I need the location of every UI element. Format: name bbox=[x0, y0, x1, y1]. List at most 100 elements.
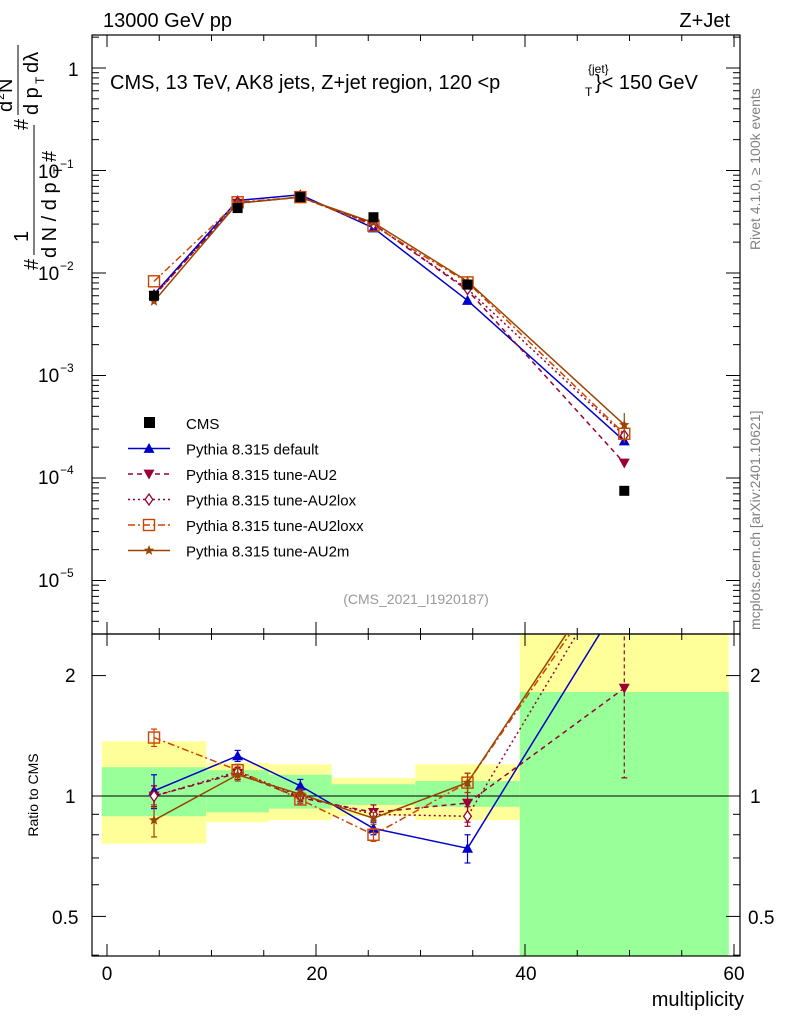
legend: CMS Pythia 8.315 default Pythia 8.315 tune… bbox=[128, 416, 364, 561]
legend-marker-1 bbox=[143, 443, 155, 453]
ratio-point-4-0 bbox=[148, 814, 160, 825]
ratio-line-3 bbox=[153, 634, 571, 836]
legend-marker-3 bbox=[144, 492, 154, 507]
ratio-point-4-1 bbox=[232, 769, 243, 780]
ratio-uncertainty-bands bbox=[92, 634, 740, 956]
ratio-point-0-1 bbox=[232, 750, 244, 761]
y-tick-1e-1: 10 bbox=[38, 162, 59, 183]
ratio-y-tick-labels: 2 1 0.5 2 1 0.5 bbox=[52, 666, 774, 929]
svg-text:T: T bbox=[33, 76, 47, 84]
ratio-point-4-2 bbox=[295, 788, 306, 799]
legend-marker-2 bbox=[143, 469, 155, 480]
ratio-point-1-4 bbox=[462, 798, 474, 809]
y-tick-1e-3: 10 bbox=[38, 366, 59, 387]
cms-point-5 bbox=[619, 485, 630, 496]
ratio-point-2-5 bbox=[620, 550, 628, 561]
svg-text:−3: −3 bbox=[60, 361, 74, 375]
x-axis-label: multiplicity bbox=[652, 989, 744, 1011]
ratio-line-2 bbox=[153, 634, 578, 818]
y-tick-1e-2: 10 bbox=[38, 264, 59, 285]
svg-text:T: T bbox=[51, 166, 65, 174]
svg-text:0.5: 0.5 bbox=[748, 908, 774, 929]
svg-text:d N / d p: d N / d p bbox=[39, 182, 61, 258]
analysis-id: (CMS_2021_I1920187) bbox=[343, 591, 489, 607]
band-inner-3 bbox=[331, 784, 416, 805]
plot-title: CMS, 13 TeV, AK8 jets, Z+jet region, 120… bbox=[110, 62, 699, 99]
legend-label-5: Pythia 8.315 tune-AU2m bbox=[186, 544, 349, 561]
ratio-y-label: Ratio to CMS bbox=[25, 753, 41, 836]
ratio-point-2-0 bbox=[149, 789, 159, 803]
svg-text:d: d bbox=[0, 101, 17, 112]
main-point-4-1 bbox=[232, 197, 243, 208]
ratio-point-4-5 bbox=[619, 541, 630, 551]
main-line-3 bbox=[153, 196, 625, 435]
ratio-line-0 bbox=[153, 634, 601, 850]
main-point-3-2 bbox=[294, 190, 307, 204]
svg-text:60: 60 bbox=[723, 964, 744, 985]
ratio-point-0-4 bbox=[462, 842, 474, 853]
plot-title-sup: {jet} bbox=[588, 62, 609, 76]
ratio-point-4-3 bbox=[368, 812, 379, 823]
legend-label-2: Pythia 8.315 tune-AU2 bbox=[186, 467, 337, 484]
main-y-tick-labels: 1 10 −1 10 −2 10 −3 10 −4 10 −5 bbox=[38, 60, 79, 592]
axis-ticks bbox=[92, 35, 740, 956]
svg-text:#: # bbox=[21, 258, 43, 270]
svg-text:1: 1 bbox=[750, 787, 761, 808]
y-tick-1e-5: 10 bbox=[38, 571, 59, 592]
ratio-point-3-5 bbox=[619, 550, 630, 561]
svg-text:N: N bbox=[0, 79, 17, 93]
svg-text:2: 2 bbox=[65, 666, 76, 687]
side-label-mcplots: mcplots.cern.ch [arXiv:2401.10621] bbox=[747, 411, 763, 630]
svg-text:#: # bbox=[11, 118, 33, 130]
svg-text:−4: −4 bbox=[60, 463, 74, 477]
svg-text:d p: d p bbox=[21, 87, 43, 115]
header-left-label: 13000 GeV pp bbox=[103, 10, 232, 32]
header-right-label: Z+Jet bbox=[679, 10, 730, 32]
svg-text:dλ: dλ bbox=[21, 52, 43, 73]
svg-text:−2: −2 bbox=[60, 259, 74, 273]
svg-text:CMS, 13 TeV, AK8 jets, Z+jet r: CMS, 13 TeV, AK8 jets, Z+jet region, 120… bbox=[110, 72, 500, 94]
cms-point-1 bbox=[232, 203, 243, 214]
svg-text:2: 2 bbox=[750, 666, 761, 687]
main-line-4 bbox=[153, 196, 625, 426]
side-label-rivet: Rivet 4.1.0, ≥ 100k events bbox=[747, 88, 763, 250]
svg-text:0: 0 bbox=[102, 964, 113, 985]
cms-point-2 bbox=[295, 192, 306, 203]
cms-point-3 bbox=[368, 212, 379, 223]
ratio-series-layer bbox=[147, 541, 630, 864]
plot-title-tail: }< 150 GeV bbox=[595, 72, 699, 94]
legend-label-3: Pythia 8.315 tune-AU2lox bbox=[186, 493, 357, 510]
ratio-point-3-0 bbox=[147, 731, 161, 744]
main-point-4-0 bbox=[148, 295, 160, 306]
ratio-point-4-4 bbox=[462, 777, 473, 788]
main-point-1-5 bbox=[618, 458, 630, 469]
y-axis-label: # 1 d N / d p T # # d 2 N d p T dλ bbox=[0, 45, 65, 270]
main-point-3-0 bbox=[147, 275, 161, 288]
ratio-panel-frame bbox=[91, 633, 741, 957]
cms-point-0 bbox=[149, 290, 160, 301]
plot-title-sub: T bbox=[585, 85, 593, 99]
svg-text:#: # bbox=[39, 150, 61, 162]
svg-text:−1: −1 bbox=[60, 157, 74, 171]
legend-label-4: Pythia 8.315 tune-AU2loxx bbox=[186, 518, 364, 535]
cms-point-4 bbox=[462, 279, 473, 290]
legend-label-0: CMS bbox=[186, 416, 219, 433]
band-inner-5 bbox=[519, 691, 729, 956]
svg-text:1: 1 bbox=[65, 787, 76, 808]
legend-marker-4 bbox=[142, 518, 156, 532]
legend-marker-cms bbox=[144, 417, 155, 428]
ratio-point-0-2 bbox=[294, 780, 306, 791]
svg-text:−5: −5 bbox=[60, 566, 74, 580]
y-tick-1: 1 bbox=[68, 60, 79, 81]
ratio-point-2-4 bbox=[462, 809, 473, 823]
svg-text:0.5: 0.5 bbox=[52, 908, 78, 929]
legend-label-1: Pythia 8.315 default bbox=[186, 442, 319, 459]
ratio-point-3-3 bbox=[367, 828, 380, 841]
svg-text:40: 40 bbox=[515, 964, 536, 985]
main-line-1 bbox=[153, 196, 625, 464]
ratio-point-1-5 bbox=[618, 683, 630, 694]
ratio-point-0-5 bbox=[619, 588, 630, 598]
svg-text:2: 2 bbox=[0, 93, 7, 100]
main-series-layer bbox=[147, 189, 631, 496]
